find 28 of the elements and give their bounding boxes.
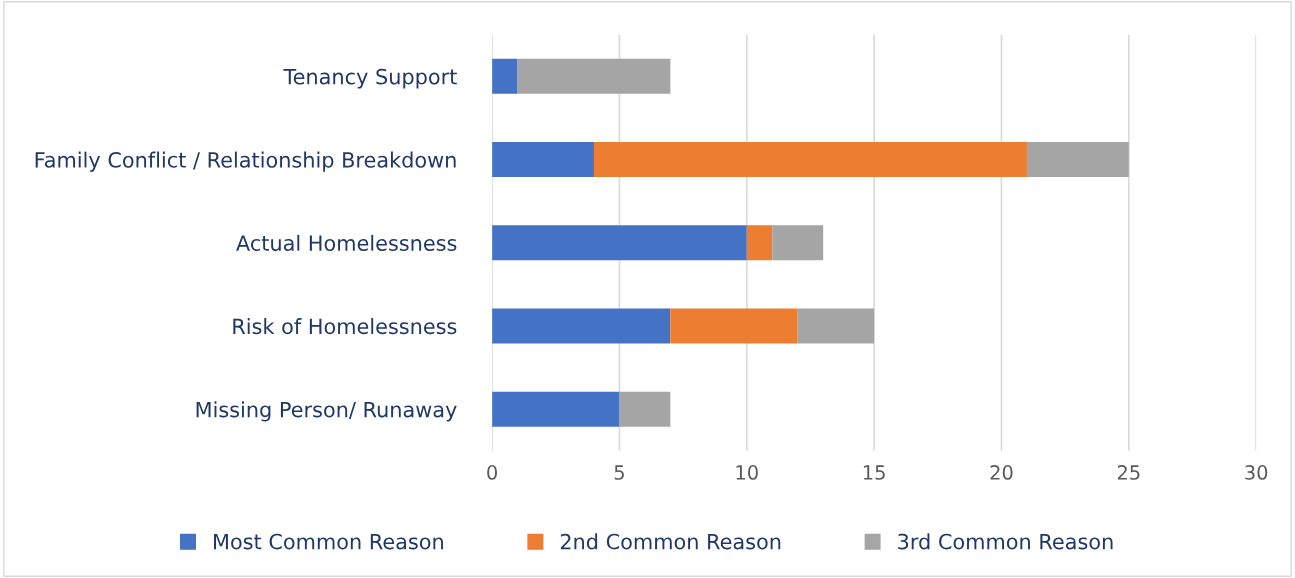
bar (517, 58, 671, 94)
bar (1026, 142, 1129, 178)
y-tick-label: Missing Person/ Runaway (196, 401, 457, 422)
bar (593, 142, 1027, 178)
y-tick-label: Risk of Homelessness (233, 318, 457, 335)
x-tick-label: 0 (487, 465, 497, 480)
bar (492, 391, 620, 427)
bar (619, 391, 671, 427)
bar (492, 308, 671, 344)
x-tick-label: 15 (863, 465, 885, 480)
x-tick-label: 30 (1245, 465, 1268, 480)
bar (492, 58, 518, 94)
y-tick-label: Actual Homelessness (236, 234, 457, 251)
x-tick-label: 20 (990, 465, 1013, 480)
bar (772, 225, 824, 261)
bar (797, 308, 875, 344)
legend-label: 2nd Common Reason (560, 533, 781, 550)
y-tick-label: Family Conflict / Relationship Breakdown (35, 151, 456, 172)
x-tick-label: 25 (1117, 465, 1140, 480)
y-tick-label: Tenancy Support (283, 68, 457, 89)
bar (492, 225, 747, 261)
bar (492, 142, 594, 178)
legend-label: 3rd Common Reason (898, 533, 1113, 550)
bar (746, 225, 773, 261)
legend-label: Most Common Reason (214, 533, 443, 550)
x-tick-label: 10 (736, 465, 758, 480)
x-tick-label: 5 (614, 465, 624, 480)
bar (670, 308, 798, 344)
